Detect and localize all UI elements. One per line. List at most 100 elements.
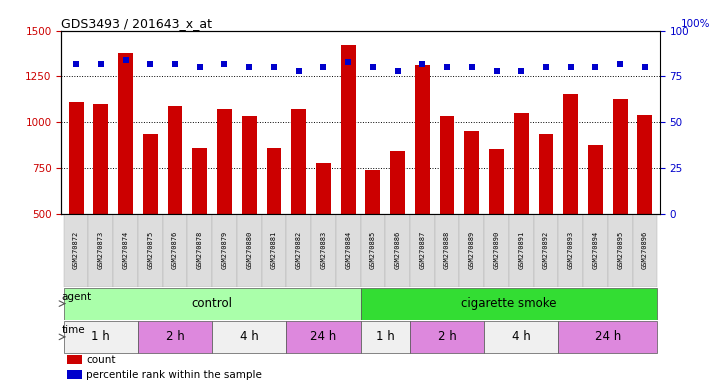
Bar bbox=[63, 288, 360, 319]
Bar bbox=[385, 214, 410, 287]
Bar bbox=[489, 149, 504, 214]
Text: GSM270891: GSM270891 bbox=[518, 231, 524, 270]
Bar bbox=[237, 214, 262, 287]
Point bbox=[491, 68, 503, 74]
Text: GSM270894: GSM270894 bbox=[593, 231, 598, 270]
Bar bbox=[464, 131, 479, 214]
Bar bbox=[286, 214, 311, 287]
Bar bbox=[484, 214, 509, 287]
Text: time: time bbox=[61, 325, 85, 335]
Bar bbox=[632, 214, 658, 287]
Text: GSM270875: GSM270875 bbox=[147, 231, 154, 270]
Point bbox=[194, 64, 205, 70]
Bar bbox=[341, 45, 355, 214]
Text: GSM270887: GSM270887 bbox=[420, 231, 425, 270]
Bar bbox=[138, 214, 163, 287]
Bar bbox=[63, 321, 138, 353]
Text: GSM270872: GSM270872 bbox=[73, 231, 79, 270]
Bar bbox=[89, 214, 113, 287]
Text: GSM270886: GSM270886 bbox=[394, 231, 401, 270]
Text: 2 h: 2 h bbox=[438, 330, 456, 343]
Text: count: count bbox=[87, 355, 116, 365]
Bar bbox=[390, 151, 405, 214]
Point bbox=[120, 57, 131, 63]
Y-axis label: 100%: 100% bbox=[681, 19, 710, 29]
Text: GSM270893: GSM270893 bbox=[567, 231, 574, 270]
Bar bbox=[410, 214, 435, 287]
Bar bbox=[366, 170, 380, 214]
Text: 4 h: 4 h bbox=[512, 330, 531, 343]
Point bbox=[392, 68, 403, 74]
Text: GSM270881: GSM270881 bbox=[271, 231, 277, 270]
Bar bbox=[558, 321, 658, 353]
Point bbox=[417, 61, 428, 67]
Bar bbox=[67, 355, 82, 364]
Text: agent: agent bbox=[61, 292, 92, 302]
Bar bbox=[286, 321, 360, 353]
Point bbox=[169, 61, 181, 67]
Text: GSM270892: GSM270892 bbox=[543, 231, 549, 270]
Bar bbox=[316, 162, 331, 214]
Bar bbox=[63, 214, 89, 287]
Bar bbox=[459, 214, 484, 287]
Point bbox=[244, 64, 255, 70]
Text: GSM270889: GSM270889 bbox=[469, 231, 474, 270]
Bar bbox=[514, 113, 528, 214]
Text: GDS3493 / 201643_x_at: GDS3493 / 201643_x_at bbox=[61, 17, 212, 30]
Bar bbox=[435, 214, 459, 287]
Text: 24 h: 24 h bbox=[310, 330, 337, 343]
Bar bbox=[558, 214, 583, 287]
Bar bbox=[360, 288, 658, 319]
Text: GSM270876: GSM270876 bbox=[172, 231, 178, 270]
Bar bbox=[143, 134, 158, 214]
Bar bbox=[410, 321, 484, 353]
Text: GSM270878: GSM270878 bbox=[197, 231, 203, 270]
Bar bbox=[360, 321, 410, 353]
Bar bbox=[583, 214, 608, 287]
Point bbox=[144, 61, 156, 67]
Bar bbox=[440, 116, 454, 214]
Text: GSM270880: GSM270880 bbox=[247, 231, 252, 270]
Point bbox=[342, 59, 354, 65]
Point bbox=[95, 61, 107, 67]
Bar bbox=[563, 94, 578, 214]
Point bbox=[218, 61, 230, 67]
Text: cigarette smoke: cigarette smoke bbox=[461, 297, 557, 310]
Bar bbox=[212, 321, 286, 353]
Text: 24 h: 24 h bbox=[595, 330, 621, 343]
Point bbox=[367, 64, 379, 70]
Point bbox=[565, 64, 577, 70]
Text: GSM270879: GSM270879 bbox=[221, 231, 228, 270]
Bar bbox=[212, 214, 237, 287]
Text: GSM270890: GSM270890 bbox=[493, 231, 500, 270]
Bar bbox=[163, 214, 187, 287]
Point bbox=[639, 64, 650, 70]
Point bbox=[516, 68, 527, 74]
Text: GSM270895: GSM270895 bbox=[617, 231, 623, 270]
Text: 1 h: 1 h bbox=[92, 330, 110, 343]
Bar bbox=[360, 214, 385, 287]
Point bbox=[268, 64, 280, 70]
Bar bbox=[637, 115, 653, 214]
Bar bbox=[534, 214, 558, 287]
Bar bbox=[608, 214, 632, 287]
Bar bbox=[217, 109, 232, 214]
Text: control: control bbox=[192, 297, 233, 310]
Bar bbox=[94, 104, 108, 214]
Bar bbox=[415, 66, 430, 214]
Point bbox=[466, 64, 477, 70]
Text: GSM270888: GSM270888 bbox=[444, 231, 450, 270]
Bar bbox=[267, 148, 281, 214]
Bar bbox=[311, 214, 336, 287]
Text: GSM270883: GSM270883 bbox=[320, 231, 327, 270]
Bar bbox=[68, 103, 84, 214]
Bar bbox=[588, 145, 603, 214]
Bar bbox=[336, 214, 360, 287]
Point bbox=[293, 68, 304, 74]
Text: GSM270873: GSM270873 bbox=[98, 231, 104, 270]
Text: GSM270885: GSM270885 bbox=[370, 231, 376, 270]
Bar bbox=[167, 106, 182, 214]
Bar bbox=[113, 214, 138, 287]
Point bbox=[71, 61, 82, 67]
Point bbox=[590, 64, 601, 70]
